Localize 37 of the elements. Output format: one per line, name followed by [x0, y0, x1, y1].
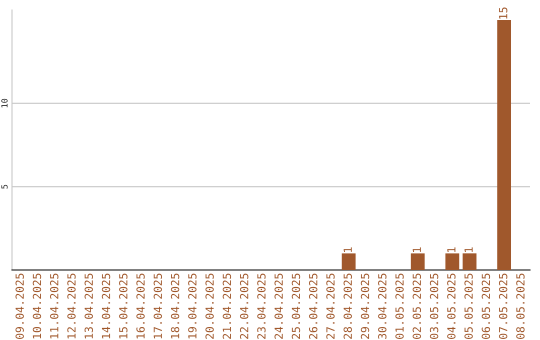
x-tick-label: 28.04.2025: [344, 274, 352, 339]
x-tick-label: 27.04.2025: [326, 274, 335, 339]
x-tick-label: 16.04.2025: [136, 274, 145, 338]
x-tick-label: 13.04.2025: [84, 274, 93, 338]
x-tick-label: 26.04.2025: [309, 274, 318, 339]
x-tick-label: 21.04.2025: [222, 274, 232, 339]
x-tick-label: 23.04.2025: [257, 274, 266, 339]
x-tick-label: 03.05.2025: [430, 274, 438, 339]
x-tick-label: 09.04.2025: [15, 274, 24, 339]
x-tick-label: 12.04.2025: [67, 274, 76, 338]
x-tick-label: 20.04.2025: [205, 274, 214, 339]
x-tick-label: 30.04.2025: [378, 274, 386, 339]
x-tick-label: 04.05.2025: [447, 274, 456, 339]
x-tick-label: 29.04.2025: [360, 274, 370, 339]
x-tick-label: 06.05.2025: [482, 274, 490, 339]
x-tick-label: 25.04.2025: [292, 274, 300, 339]
x-tick-label: 08.05.2025: [516, 274, 525, 339]
x-tick-label: 15.04.2025: [119, 274, 128, 338]
data-label: 1: [412, 247, 421, 252]
x-tick-label: 14.04.2025: [102, 274, 110, 338]
x-tick-label: 07.05.2025: [498, 274, 508, 339]
x-tick-label: 22.04.2025: [240, 274, 248, 339]
x-tick-label: 24.04.2025: [274, 274, 283, 339]
x-tick-label: 05.05.2025: [464, 274, 473, 339]
x-tick-label: 02.05.2025: [412, 274, 422, 339]
y-tick-label: 10: [1, 98, 8, 108]
data-label: 15: [499, 8, 508, 19]
y-tick-label: 5: [1, 184, 8, 189]
x-tick-label: 19.04.2025: [188, 274, 197, 338]
x-tick-label: 10.04.2025: [32, 274, 42, 338]
x-tick-label: 17.04.2025: [154, 274, 162, 338]
x-tick-label: 18.04.2025: [170, 274, 180, 338]
data-label: 1: [464, 247, 473, 252]
x-tick-label: 11.04.2025: [50, 274, 58, 338]
x-tick-label: 01.05.2025: [395, 274, 404, 339]
data-label: 1: [447, 247, 456, 252]
data-label: 1: [344, 247, 352, 252]
